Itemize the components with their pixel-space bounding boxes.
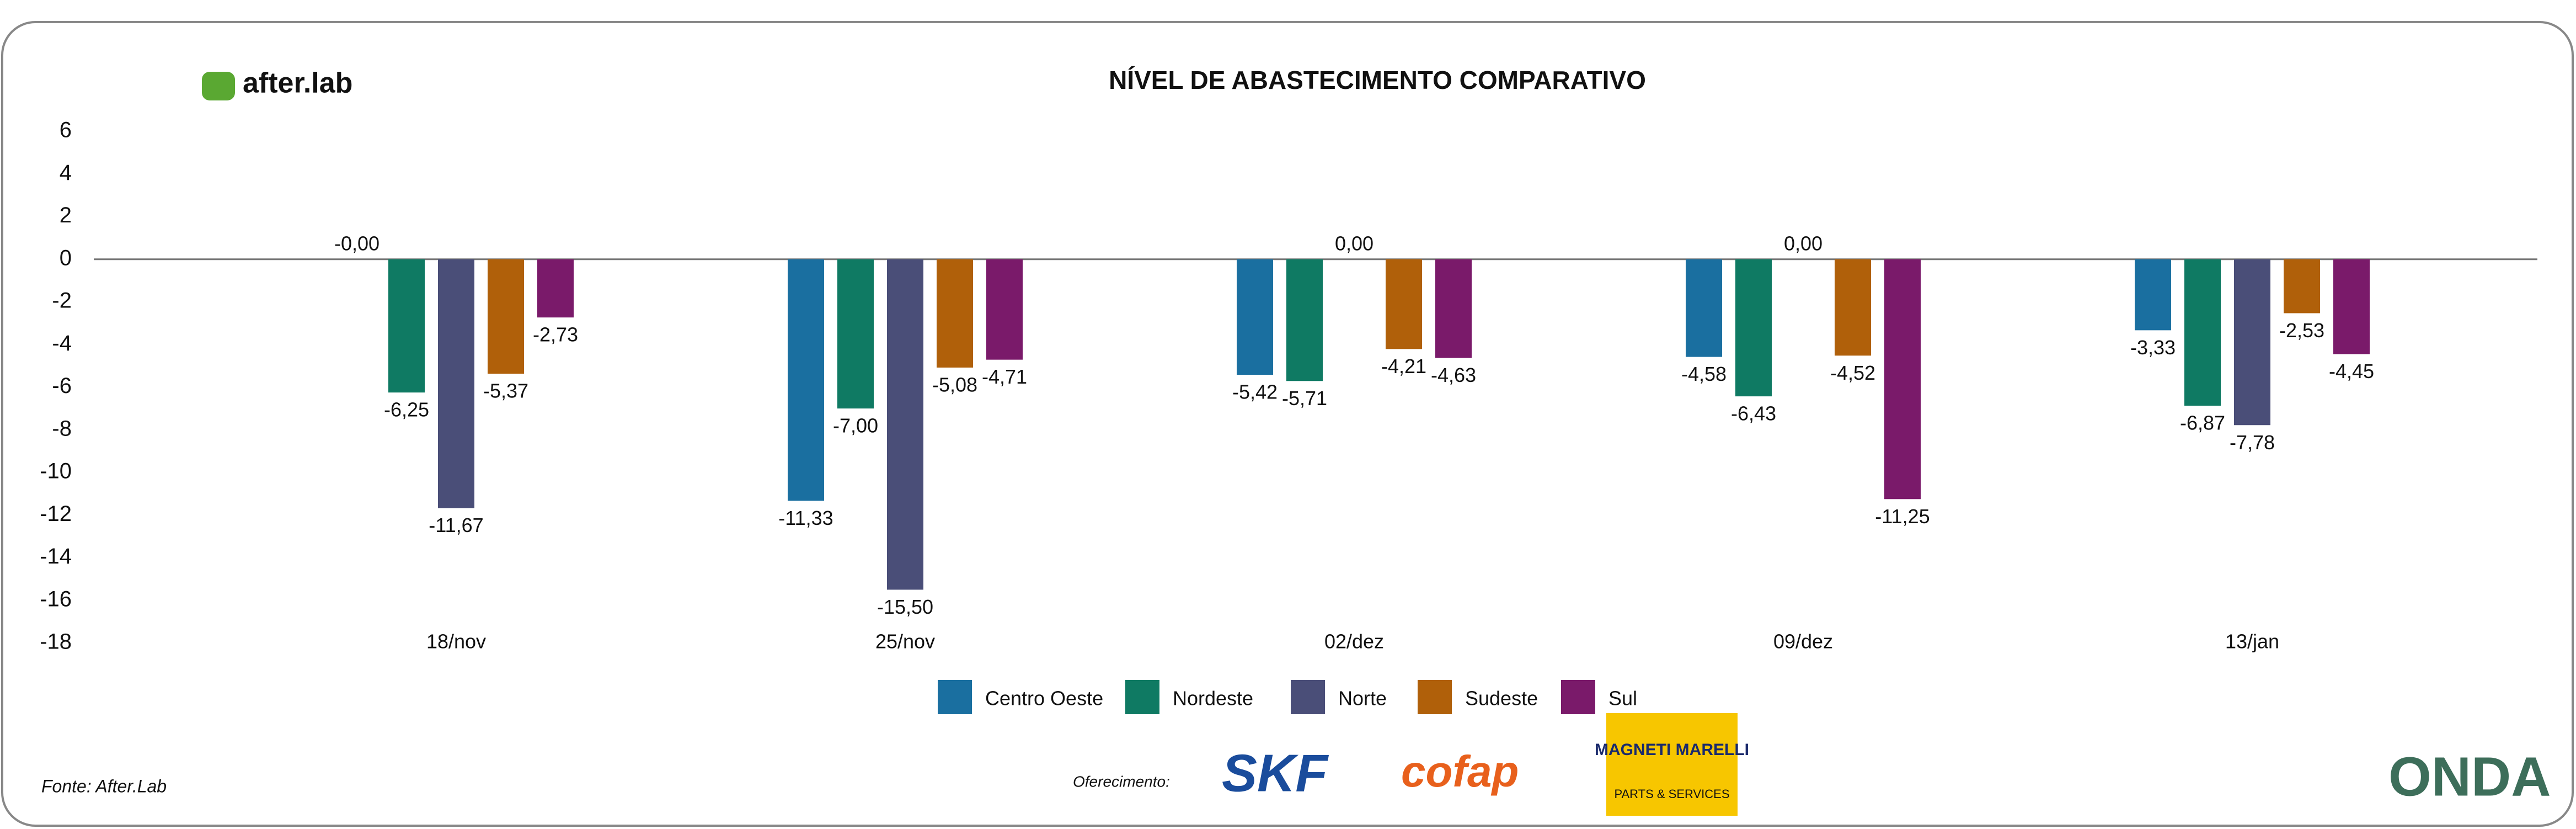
data-label: -7,00 (833, 415, 878, 437)
y-tick-label: -8 (52, 416, 72, 440)
legend-label: Sul (1608, 687, 1637, 710)
data-label: -11,67 (429, 514, 483, 536)
data-label: -3,33 (2130, 336, 2176, 359)
x-tick-label: 09/dez (1773, 630, 1833, 653)
bar (837, 259, 874, 409)
data-label: -6,25 (384, 398, 429, 421)
chart-title: NÍVEL DE ABASTECIMENTO COMPARATIVO (1109, 66, 1646, 94)
sponsor-sub: PARTS & SERVICES (1614, 787, 1729, 801)
data-label: -4,71 (982, 365, 1027, 388)
data-label: -2,53 (2279, 319, 2324, 342)
data-label: -5,37 (483, 380, 528, 402)
frame (1, 21, 2574, 827)
legend-swatch (1125, 680, 1159, 714)
data-label: 0,00 (1335, 232, 1373, 254)
y-tick-label: -14 (40, 544, 72, 568)
data-label: -7,78 (2230, 431, 2275, 454)
bar (937, 259, 973, 368)
bar (1686, 259, 1722, 357)
data-label: -15,50 (877, 596, 933, 618)
brand-icon (202, 72, 235, 100)
data-label: -11,25 (1875, 505, 1930, 528)
x-tick-label: 02/dez (1324, 630, 1384, 653)
data-label: -11,33 (778, 507, 833, 529)
bar (887, 259, 923, 590)
legend-swatch (1291, 680, 1325, 714)
sponsor-box (1606, 713, 1738, 816)
data-label: -6,87 (2180, 412, 2225, 434)
bar (1237, 259, 1273, 375)
source: Fonte: After.Lab (41, 776, 167, 796)
bar (388, 259, 425, 393)
sponsor-cofap: cofap (1401, 747, 1519, 796)
bar (1386, 259, 1422, 349)
y-tick-label: 0 (60, 246, 72, 270)
bar (2284, 259, 2320, 313)
bar (438, 259, 474, 508)
data-label: -6,43 (1731, 402, 1776, 425)
sponsor-label: Oferecimento: (1073, 773, 1170, 790)
y-tick-label: 4 (60, 161, 72, 185)
sponsor-skf: SKF (1222, 743, 1329, 803)
bar (986, 259, 1023, 360)
data-label: -0,00 (334, 232, 380, 254)
y-tick-label: 2 (60, 203, 72, 227)
x-tick-label: 13/jan (2225, 630, 2279, 653)
legend-swatch (938, 680, 972, 714)
data-label: -4,21 (1381, 355, 1426, 378)
partner: ONDA (2388, 746, 2551, 807)
data-label: -5,42 (1232, 381, 1278, 403)
bar (488, 259, 524, 374)
legend-swatch (1418, 680, 1452, 714)
x-tick-label: 25/nov (875, 630, 935, 653)
data-label: -2,73 (533, 323, 578, 346)
y-tick-label: -6 (52, 374, 72, 398)
bar (537, 259, 574, 318)
y-tick-label: 6 (60, 118, 72, 142)
legend-label: Nordeste (1173, 687, 1253, 710)
legend-label: Norte (1338, 687, 1387, 710)
y-tick-label: -18 (40, 630, 72, 654)
y-tick-label: -2 (52, 289, 72, 313)
data-label: -4,63 (1431, 364, 1476, 386)
bar (2184, 259, 2221, 406)
bar (2234, 259, 2270, 426)
legend-label: Centro Oeste (985, 687, 1103, 710)
sponsor-magneti: MAGNETI MARELLI (1595, 741, 1749, 759)
data-label: -5,08 (932, 373, 977, 396)
data-label: -4,58 (1681, 363, 1727, 385)
bar (788, 259, 824, 501)
y-tick-label: -12 (40, 502, 72, 526)
bar (1435, 259, 1472, 358)
legend-swatch (1561, 680, 1595, 714)
bar (1835, 259, 1871, 356)
brand: after.lab (243, 67, 352, 99)
data-label: -5,71 (1282, 387, 1327, 410)
bar (1884, 259, 1921, 499)
bar (1286, 259, 1323, 381)
data-label: 0,00 (1784, 232, 1823, 254)
bar (2333, 259, 2370, 354)
y-tick-label: -10 (40, 459, 72, 483)
bar (2135, 259, 2171, 331)
legend-label: Sudeste (1465, 687, 1538, 710)
bar (1735, 259, 1772, 397)
y-tick-label: -16 (40, 587, 72, 611)
x-tick-label: 18/nov (426, 630, 486, 653)
y-tick-label: -4 (52, 331, 72, 355)
data-label: -4,45 (2329, 360, 2374, 382)
data-label: -4,52 (1830, 362, 1875, 384)
